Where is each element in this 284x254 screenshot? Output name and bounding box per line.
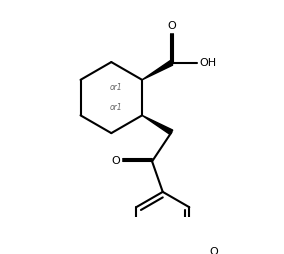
Text: O: O [111,156,120,166]
Text: O: O [209,247,218,254]
Polygon shape [142,61,173,80]
Text: O: O [167,21,176,31]
Text: or1: or1 [110,83,122,92]
Text: or1: or1 [110,103,122,112]
Text: OH: OH [199,58,216,68]
Polygon shape [142,115,173,135]
